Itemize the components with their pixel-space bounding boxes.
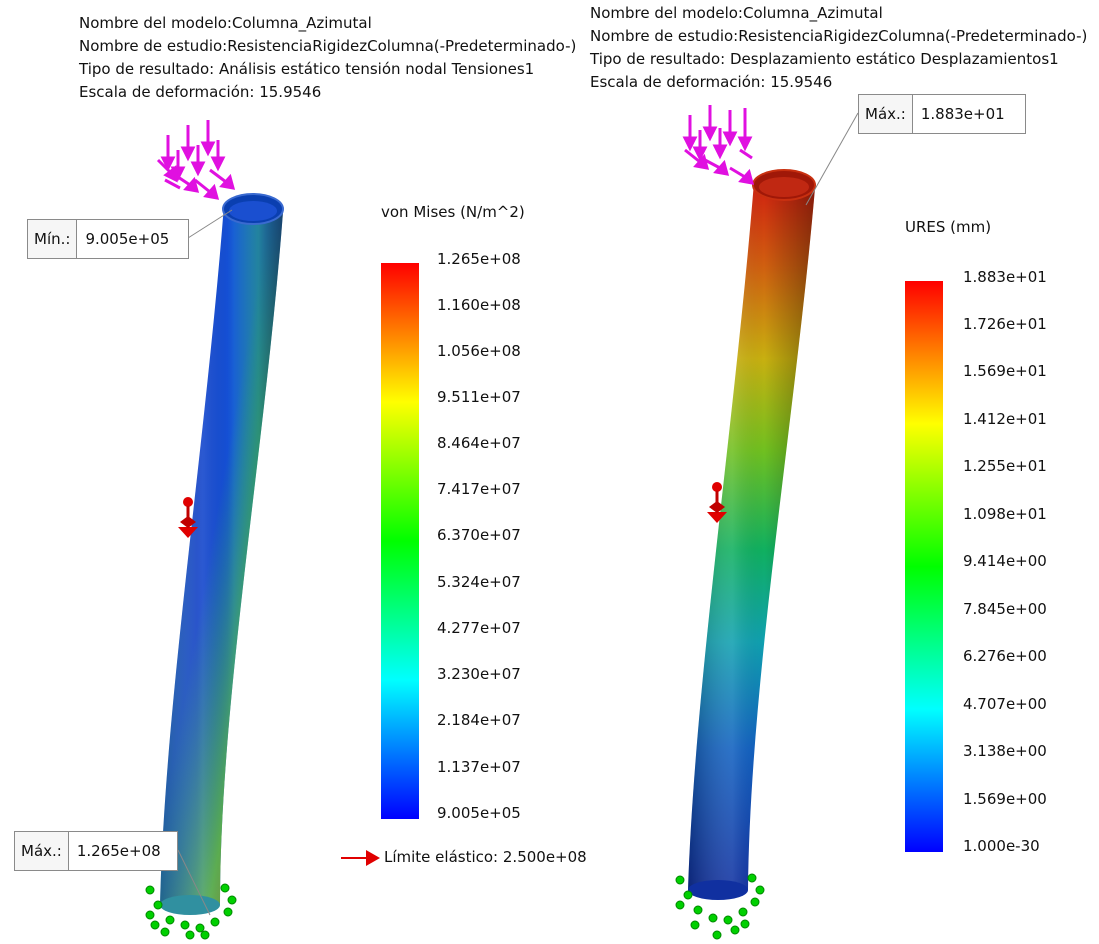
fixture-icon bbox=[145, 883, 237, 940]
tick-label: 6.276e+00 bbox=[963, 647, 1047, 665]
tick-label: 1.265e+08 bbox=[437, 250, 521, 268]
tick-label: 8.464e+07 bbox=[437, 434, 521, 452]
remote-load-icon bbox=[178, 497, 198, 538]
tick-label: 1.160e+08 bbox=[437, 296, 521, 314]
tick-label: 1.000e-30 bbox=[963, 837, 1040, 855]
displacement-colorbar bbox=[905, 281, 943, 852]
left-plot-header: Nombre del modelo:Columna_Azimutal Nombr… bbox=[79, 12, 576, 104]
callout-value: 9.005e+05 bbox=[85, 230, 170, 248]
tick-label: 5.324e+07 bbox=[437, 573, 521, 591]
right-plot-header: Nombre del modelo:Columna_Azimutal Nombr… bbox=[590, 2, 1087, 94]
stress-legend-title: von Mises (N/m^2) bbox=[381, 203, 525, 221]
result-type: Tipo de resultado: Desplazamiento estáti… bbox=[590, 50, 1059, 68]
tick-label: 1.883e+01 bbox=[963, 268, 1047, 286]
tick-label: 9.005e+05 bbox=[437, 804, 521, 822]
min-stress-callout[interactable]: Mín.: 9.005e+05 bbox=[27, 219, 189, 259]
deformation-scale: Escala de deformación: 15.9546 bbox=[590, 73, 833, 91]
fixture-icon bbox=[675, 873, 765, 940]
study-name: Nombre de estudio:ResistenciaRigidezColu… bbox=[590, 27, 1088, 45]
deformation-scale: Escala de deformación: 15.9546 bbox=[79, 83, 322, 101]
tick-label: 7.845e+00 bbox=[963, 600, 1047, 618]
callout-key: Mín.: bbox=[28, 220, 78, 258]
tick-label: 3.230e+07 bbox=[437, 665, 521, 683]
model-name: Nombre del modelo:Columna_Azimutal bbox=[590, 4, 883, 22]
tick-label: 1.137e+07 bbox=[437, 758, 521, 776]
yield-strength-label: Límite elástico: 2.500e+08 bbox=[384, 848, 587, 866]
tick-label: 1.726e+01 bbox=[963, 315, 1047, 333]
max-stress-callout[interactable]: Máx.: 1.265e+08 bbox=[14, 831, 178, 871]
tick-label: 1.412e+01 bbox=[963, 410, 1047, 428]
tick-label: 2.184e+07 bbox=[437, 711, 521, 729]
tick-label: 4.277e+07 bbox=[437, 619, 521, 637]
tick-label: 1.098e+01 bbox=[963, 505, 1047, 523]
right-column bbox=[688, 169, 816, 900]
callout-value: 1.883e+01 bbox=[920, 105, 1005, 123]
tick-label: 9.414e+00 bbox=[963, 552, 1047, 570]
tick-label: 1.569e+01 bbox=[963, 362, 1047, 380]
tick-label: 1.056e+08 bbox=[437, 342, 521, 360]
displacement-legend-title: URES (mm) bbox=[905, 218, 992, 236]
result-type: Tipo de resultado: Análisis estático ten… bbox=[79, 60, 535, 78]
tick-label: 9.511e+07 bbox=[437, 388, 521, 406]
callout-key: Máx.: bbox=[859, 95, 913, 133]
load-arrows-icon bbox=[682, 105, 755, 185]
model-name: Nombre del modelo:Columna_Azimutal bbox=[79, 14, 372, 32]
remote-load-icon bbox=[707, 482, 727, 523]
tick-label: 1.569e+00 bbox=[963, 790, 1047, 808]
stress-colorbar bbox=[381, 263, 419, 819]
tick-label: 3.138e+00 bbox=[963, 742, 1047, 760]
yield-arrow-icon bbox=[341, 850, 380, 866]
tick-label: 6.370e+07 bbox=[437, 526, 521, 544]
left-column bbox=[160, 193, 284, 915]
tick-label: 1.255e+01 bbox=[963, 457, 1047, 475]
study-name: Nombre de estudio:ResistenciaRigidezColu… bbox=[79, 37, 577, 55]
callout-key: Máx.: bbox=[15, 832, 69, 870]
load-arrows-icon bbox=[156, 120, 236, 200]
callout-value: 1.265e+08 bbox=[76, 842, 161, 860]
tick-label: 7.417e+07 bbox=[437, 480, 521, 498]
max-displacement-callout[interactable]: Máx.: 1.883e+01 bbox=[858, 94, 1026, 134]
tick-label: 4.707e+00 bbox=[963, 695, 1047, 713]
